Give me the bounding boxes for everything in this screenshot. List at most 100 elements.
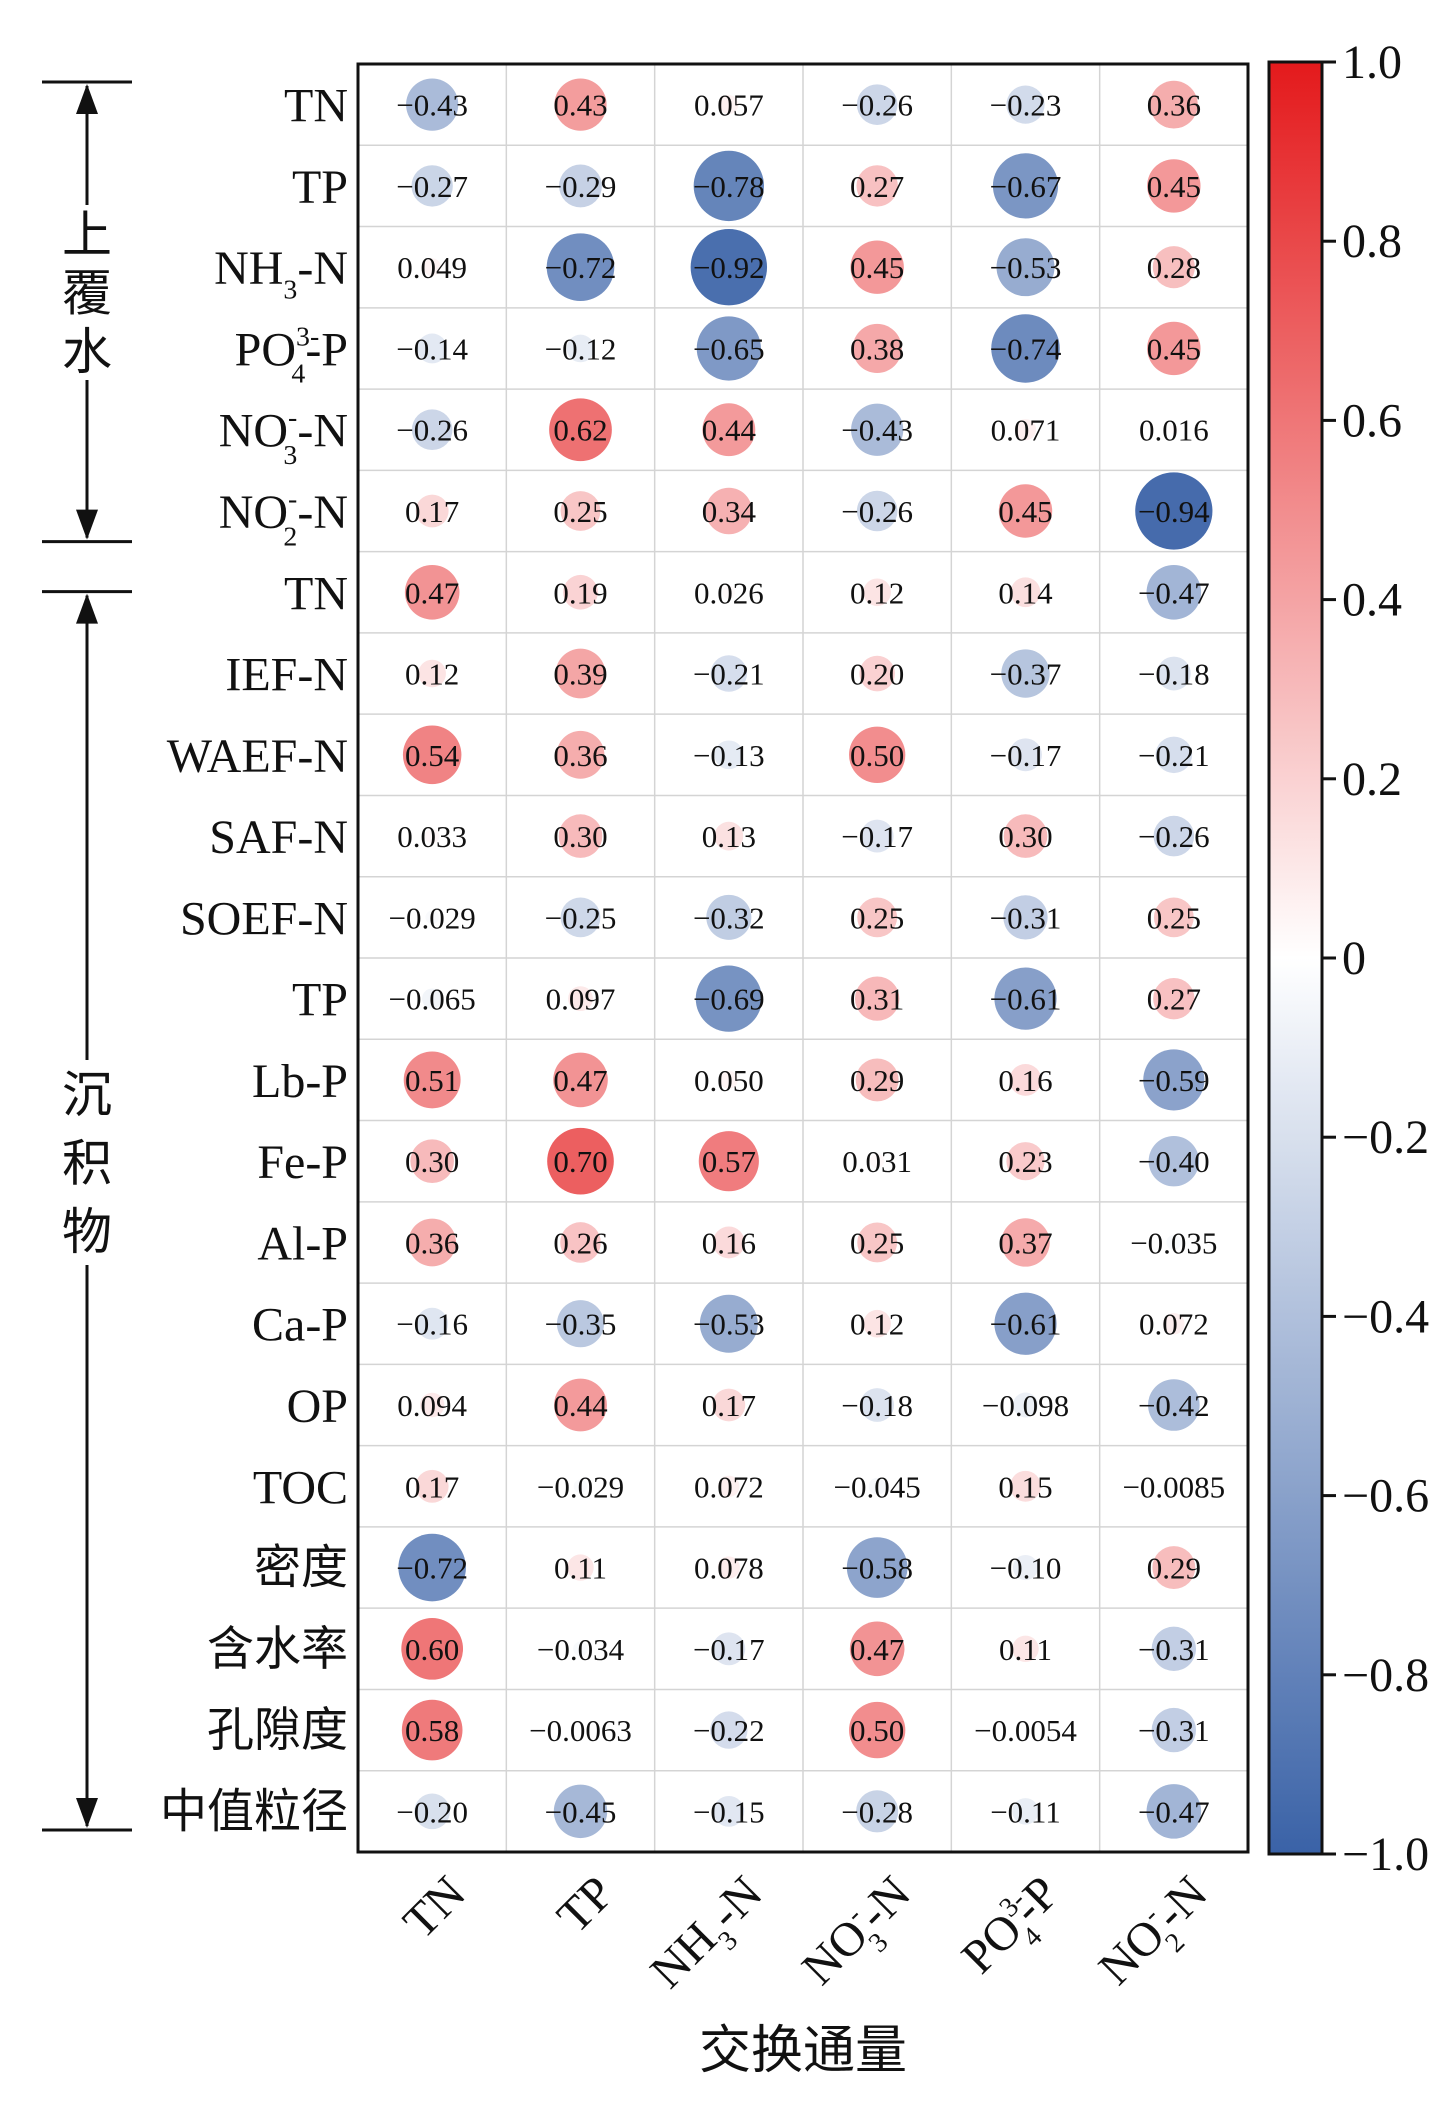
- correlation-circle: [996, 238, 1055, 297]
- cell-value-label: 0.094: [397, 1388, 467, 1423]
- correlation-circle: [719, 95, 739, 115]
- row-label: WAEF-N: [167, 730, 348, 783]
- cell-value-label: 0.17: [405, 494, 459, 529]
- correlation-circle: [991, 314, 1060, 383]
- cell-value-label: −0.31: [1138, 1632, 1210, 1667]
- correlation-circle: [705, 487, 753, 535]
- colorbar-tick-label: 0.4: [1342, 574, 1402, 627]
- correlation-circle: [423, 258, 441, 277]
- column-label: TN: [393, 1866, 476, 1949]
- cell-value-label: 0.11: [554, 1551, 607, 1586]
- cell-value-label: 0.097: [546, 982, 616, 1017]
- cell-value-label: −0.72: [545, 250, 617, 285]
- cell-value-label: 0.27: [1147, 982, 1201, 1017]
- cell-value-label: −0.26: [841, 88, 913, 123]
- correlation-circle: [712, 1388, 746, 1422]
- cell-value-label: 0.057: [694, 88, 764, 123]
- cell-value-label: 0.25: [1147, 900, 1201, 935]
- cell-value-label: 0.31: [850, 982, 904, 1017]
- correlation-circle: [713, 1795, 745, 1827]
- cell-value-label: 0.072: [1139, 1307, 1209, 1342]
- correlation-circle: [398, 1533, 466, 1602]
- correlation-circle: [1168, 424, 1179, 435]
- cell-value-label: 0.16: [998, 1063, 1052, 1098]
- cell-value-label: −0.20: [396, 1794, 468, 1829]
- cell-value-label: 0.23: [998, 1144, 1052, 1179]
- correlation-circle: [554, 78, 607, 131]
- correlation-circle: [699, 1294, 758, 1353]
- correlation-circle: [860, 819, 894, 853]
- correlation-circle: [419, 1392, 445, 1418]
- cell-value-label: 0.12: [405, 657, 459, 692]
- group-label-overlying-water-char: 覆: [62, 265, 112, 323]
- correlation-circle: [415, 1469, 449, 1503]
- cell-value-label: 0.15: [998, 1469, 1052, 1504]
- cell-value-label: −0.035: [1130, 1225, 1217, 1260]
- correlation-circle: [863, 1309, 891, 1338]
- correlation-circle: [1012, 1554, 1039, 1581]
- cell-value-label: −0.53: [990, 250, 1062, 285]
- cell-value-label: −0.27: [396, 169, 468, 204]
- cell-value-label: −0.45: [545, 1794, 617, 1829]
- row-label: TN: [284, 80, 348, 133]
- cell-value-label: −0.47: [1138, 575, 1210, 610]
- cell-value-label: 0.44: [702, 413, 757, 448]
- correlation-circle: [1148, 1379, 1200, 1431]
- cell-value-label: −0.43: [396, 88, 468, 123]
- group-label-overlying-water-char: 上: [62, 206, 112, 264]
- row-label: PO3-4-P: [235, 321, 348, 389]
- correlation-circle: [555, 648, 606, 699]
- correlation-circle: [693, 150, 765, 222]
- correlation-circle: [573, 1641, 588, 1657]
- colorbar: 1.0 0.8 0.6 0.4 0.2 0 −0.2 −0.4 −0.6 −0.8 −1.0: [1267, 36, 1429, 1881]
- cell-value-label: −0.65: [693, 331, 765, 366]
- correlation-circle: [698, 1131, 759, 1192]
- cell-value-label: 0.70: [553, 1144, 607, 1179]
- row-label: Lb-P: [252, 1055, 348, 1108]
- row-label: OP: [287, 1380, 348, 1433]
- cell-value-label: 0.47: [553, 1063, 607, 1098]
- cell-value-label: 0.38: [850, 331, 904, 366]
- cell-value-label: −0.15: [693, 1794, 765, 1829]
- correlation-circle: [852, 323, 902, 374]
- correlation-circle: [1009, 1063, 1042, 1096]
- cell-value-label: −0.13: [693, 738, 765, 773]
- correlation-circle: [546, 233, 615, 301]
- cell-value-label: −0.22: [693, 1713, 765, 1748]
- row-label: Ca-P: [252, 1299, 348, 1352]
- correlation-circle: [556, 730, 605, 779]
- row-label: NO-2-N: [219, 484, 348, 552]
- cell-value-label: −0.67: [990, 169, 1062, 204]
- cell-value-label: 0.078: [694, 1551, 764, 1586]
- column-label: NO-2-N: [1087, 1865, 1227, 2005]
- cell-value-label: 0.51: [405, 1063, 459, 1098]
- cell-value-label: −0.28: [841, 1794, 913, 1829]
- colorbar-tick-label: −1.0: [1342, 1828, 1429, 1881]
- row-label: 密度: [254, 1541, 348, 1596]
- group-label-overlying-water-char: 水: [62, 323, 112, 381]
- arrow-up-icon: [76, 84, 98, 114]
- cell-value-label: −0.0054: [974, 1713, 1077, 1748]
- row-label: NO-3-N: [219, 403, 348, 471]
- correlation-circle: [1135, 472, 1213, 550]
- cell-value-label: −0.10: [990, 1551, 1062, 1586]
- cell-value-label: −0.31: [990, 900, 1062, 935]
- correlation-circle: [714, 821, 744, 851]
- correlation-circle: [714, 740, 744, 770]
- correlation-circle: [1151, 1626, 1197, 1671]
- column-label-group: TP: [547, 1866, 624, 1943]
- cell-value-label: 0.45: [1147, 331, 1201, 366]
- correlation-circle: [1013, 1392, 1038, 1418]
- colorbar-tick-label: −0.2: [1342, 1111, 1429, 1164]
- cell-value-label: −0.61: [990, 1307, 1062, 1342]
- cell-value-label: 0.20: [850, 657, 904, 692]
- cell-value-label: 0.62: [553, 413, 607, 448]
- cell-value-label: −0.47: [1138, 1794, 1210, 1829]
- cell-value-label: 0.34: [702, 494, 757, 529]
- correlation-circle: [696, 316, 761, 381]
- arrow-up-icon: [76, 593, 98, 624]
- cell-value-label: 0.16: [702, 1225, 756, 1260]
- cell-value-label: 0.031: [842, 1144, 912, 1179]
- cell-value-label: 0.25: [553, 494, 607, 529]
- correlation-circle: [856, 490, 898, 532]
